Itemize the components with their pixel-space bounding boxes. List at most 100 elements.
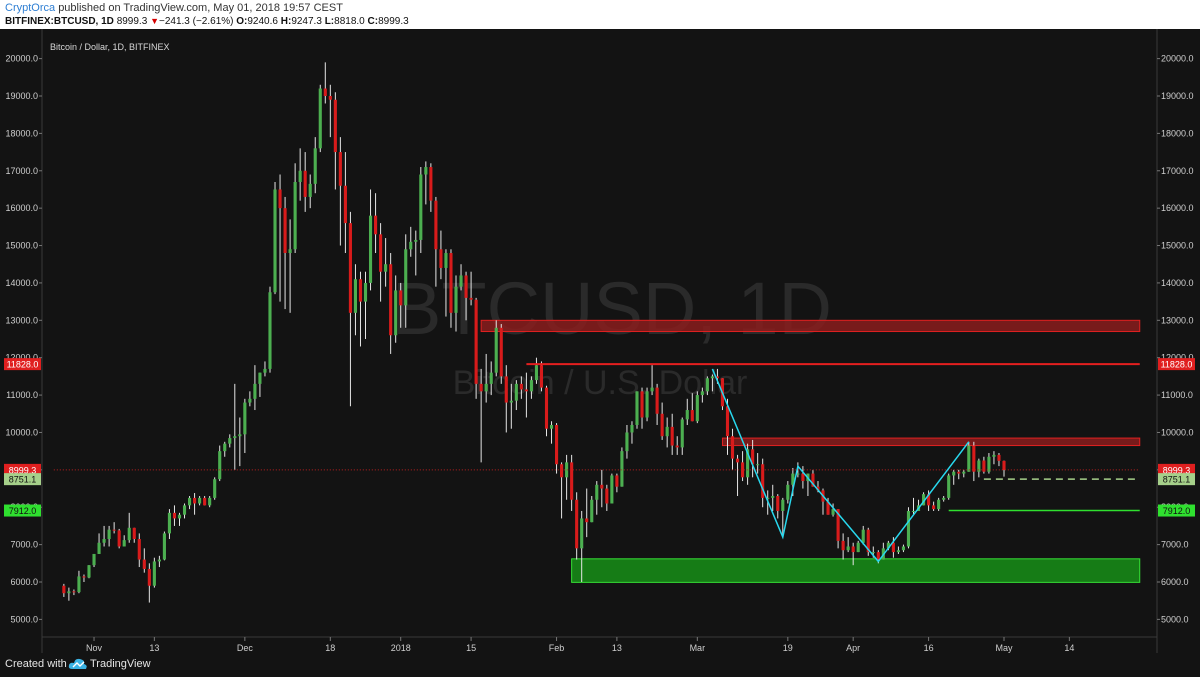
candle (394, 275, 398, 343)
symbol-ohlc-line: BITFINEX:BTCUSD, 1D 8999.3 ▼−241.3 (−2.6… (5, 16, 409, 27)
candle-body (871, 552, 875, 554)
candle-body (283, 208, 287, 254)
price-label-left-text: 8999.3 (9, 465, 37, 475)
candle-body (278, 189, 282, 209)
candle-body (258, 372, 262, 384)
candle-body (756, 464, 760, 466)
candle-body (665, 426, 669, 437)
candle (549, 421, 554, 444)
candle (942, 496, 946, 502)
high-label: H: (280, 16, 292, 27)
price-label-left: 8999.3 (4, 463, 41, 476)
price-label-right-box (1158, 473, 1195, 486)
y-tick-label-right: 13000.0 (1161, 315, 1194, 325)
candle-body (112, 529, 116, 531)
candlestick-chart[interactable]: BTCUSD, 1D Bitcoin / U.S. Dollar 5000.0 5… (0, 29, 1200, 653)
candle-body (826, 501, 830, 515)
candle-body (565, 462, 569, 478)
candle (228, 434, 232, 448)
candle-body (87, 565, 91, 578)
y-tick-label-right: 17000.0 (1161, 166, 1194, 176)
candle (987, 453, 991, 474)
y-tick-label-left: 19000.0 (5, 91, 38, 101)
candle (162, 531, 166, 561)
candle-body (786, 484, 790, 500)
candle (665, 417, 669, 448)
candle (459, 264, 463, 291)
candle-body (575, 499, 579, 549)
candle (746, 443, 750, 485)
candle-body (539, 365, 544, 388)
candle-body (72, 591, 76, 593)
candle (645, 387, 649, 422)
candle (363, 271, 368, 339)
y-tick-label-right: 6000.0 (1161, 577, 1189, 587)
y-tick-label-left: 7000.0 (10, 540, 38, 550)
y-tick-label-right: 7000.0 (1161, 540, 1189, 550)
candle (901, 544, 906, 553)
candle-body (358, 279, 363, 302)
tradingview-brand[interactable]: TradingView (90, 658, 151, 670)
x-tick-label: 18 (325, 643, 335, 653)
candle (253, 365, 257, 411)
price-label-right-text: 8751.1 (1163, 475, 1191, 485)
candle (298, 148, 302, 201)
candle-body (841, 540, 845, 551)
candle-body (142, 559, 146, 569)
x-tick-label: 15 (466, 643, 476, 653)
x-tick-label: 2018 (391, 643, 411, 653)
candle-body (846, 546, 850, 551)
price-label-right: 11828.0 (1158, 358, 1195, 371)
candle-body (751, 449, 755, 465)
candle (384, 238, 388, 287)
y-tick-label-right: 11000.0 (1161, 390, 1193, 400)
candle-body (484, 383, 488, 392)
candle-body (504, 376, 508, 403)
candle (730, 428, 735, 470)
chart-frame[interactable]: BTCUSD, 1D Bitcoin / U.S. Dollar 5000.0 5… (0, 29, 1200, 653)
candle (906, 507, 911, 549)
candle-body (187, 497, 192, 506)
candle (429, 163, 433, 212)
candle (856, 540, 860, 553)
candle (268, 286, 272, 373)
candle (846, 537, 850, 553)
candle (660, 402, 664, 440)
price-label-right-text: 8999.3 (1163, 465, 1191, 475)
publication-line: CryptOrca published on TradingView.com, … (5, 2, 343, 14)
candle (157, 555, 161, 568)
y-tick-label-left: 5000.0 (10, 614, 38, 624)
candle-body (439, 249, 443, 268)
candle (223, 441, 227, 457)
candle (620, 447, 624, 487)
author-link[interactable]: CryptOrca (5, 2, 56, 14)
price-label-left-text: 8751.1 (9, 475, 37, 485)
candle (519, 376, 523, 399)
candle-body (308, 183, 312, 197)
price-label-right-box (1158, 504, 1195, 517)
candle (308, 174, 312, 209)
candle-body (861, 529, 865, 543)
candle (841, 533, 845, 560)
candle-body (590, 499, 594, 523)
candle-body (449, 253, 453, 313)
candle (952, 469, 956, 485)
candle-body (836, 509, 840, 541)
candle (937, 497, 941, 511)
candle-body (650, 387, 654, 392)
candle-body (379, 234, 383, 272)
candle-body (293, 181, 297, 250)
candle (348, 211, 352, 407)
candle-body (122, 540, 126, 547)
candle-body (620, 451, 624, 487)
candle-body (313, 148, 317, 184)
candle-body (615, 475, 619, 487)
candle-body (570, 462, 574, 500)
candle-body (353, 279, 358, 313)
candle (72, 589, 76, 596)
candle-body (343, 185, 347, 224)
price-label-left: 8751.1 (4, 473, 41, 486)
candle (62, 583, 66, 597)
candle-body (700, 391, 704, 396)
candle-body (62, 585, 66, 594)
